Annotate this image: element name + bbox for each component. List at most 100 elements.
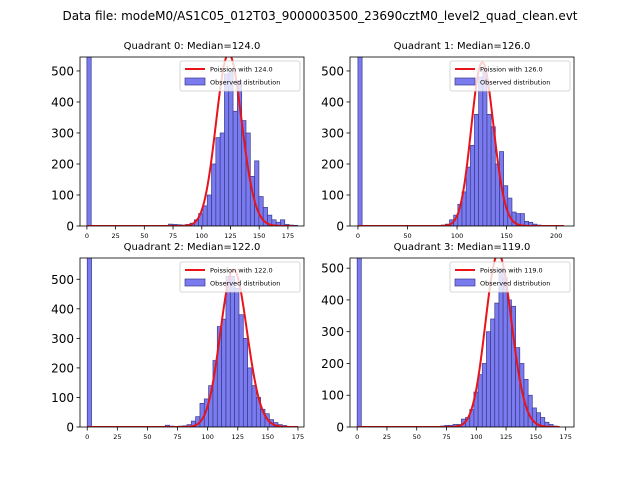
legend-box (449, 261, 571, 293)
y-tick-label: 500 (51, 64, 74, 78)
x-tick-label: 25 (383, 433, 391, 441)
subplot-title: Quadrant 2: Median=122.0 (124, 242, 261, 253)
x-tick-label: 50 (140, 232, 148, 240)
plot-area-quadrant-0 (86, 57, 299, 226)
histogram-bar (242, 338, 248, 427)
x-tick-label: 100 (196, 232, 208, 240)
y-tick-label: 0 (336, 421, 344, 435)
x-tick-label: 175 (292, 433, 304, 441)
legend-poisson-label: Poission with 124.0 (210, 66, 273, 74)
x-tick-label: 0 (355, 433, 359, 441)
histogram-bar (211, 163, 217, 226)
histogram-bar (254, 160, 260, 226)
legend-observed-swatch (184, 278, 206, 287)
histogram-bar (225, 275, 231, 427)
y-tick-label: 300 (321, 325, 344, 339)
y-tick-label: 200 (321, 157, 344, 171)
y-tick-label: 100 (321, 389, 344, 403)
plot-area-quadrant-2 (86, 258, 298, 427)
axes-frame (349, 257, 575, 428)
legend-observed-label: Observed distribution (210, 280, 280, 288)
x-tick-label: 200 (550, 232, 562, 240)
x-tick-label: 75 (442, 433, 450, 441)
histogram-bar (482, 70, 488, 226)
y-tick-label: 500 (51, 273, 74, 287)
legend-observed-swatch (184, 77, 206, 86)
subplot-quadrant-2: 0 25 50 75 100 125 150 175 0 100 200 300 400 500 Quadr… (51, 242, 305, 441)
histogram-bar (477, 374, 483, 427)
x-tick-label: 25 (111, 232, 119, 240)
histogram-bar (247, 367, 253, 427)
legend-observed-label: Observed distribution (480, 79, 550, 87)
x-tick-label: 50 (403, 232, 411, 240)
figure-suptitle: Data file: modeM0/AS1C05_012T03_90000035… (62, 9, 577, 23)
legend-observed-swatch (454, 77, 476, 86)
histogram-bar (206, 194, 212, 226)
histogram-bar (221, 318, 227, 427)
subplot-quadrant-3: 0 25 50 75 100 125 150 175 0 100 200 300 400 500 Quadr… (321, 242, 575, 441)
y-tick-label: 500 (321, 64, 344, 78)
plot-area-quadrant-1 (357, 57, 565, 226)
x-tick-label: 100 (451, 232, 463, 240)
x-tick-label: 125 (232, 433, 244, 441)
legend-observed-label: Observed distribution (210, 79, 280, 87)
y-tick-label: 300 (321, 126, 344, 140)
legend-box (449, 60, 571, 92)
legend-box (179, 60, 301, 92)
y-tick-label: 400 (51, 95, 74, 109)
histogram-bar (280, 219, 286, 226)
legend-poisson-label: Poission with 126.0 (480, 66, 543, 74)
y-tick-label: 400 (321, 95, 344, 109)
histogram-bar (486, 331, 491, 427)
histogram-bar (228, 70, 234, 226)
legend-poisson-label: Poission with 119.0 (480, 267, 543, 275)
x-tick-label: 25 (113, 433, 121, 441)
x-tick-label: 0 (85, 433, 89, 441)
x-tick-label: 0 (85, 232, 89, 240)
histogram-bar (86, 258, 92, 427)
subplot-quadrant-1: 0 50 100 150 200 0 100 200 300 400 500 Quadrant 1: … (321, 41, 575, 240)
histogram-bar (251, 385, 257, 427)
histogram-bar (238, 314, 244, 427)
x-tick-label: 75 (173, 433, 181, 441)
x-tick-label: 75 (169, 232, 177, 240)
y-tick-label: 200 (321, 357, 344, 371)
histogram-bar (224, 73, 230, 226)
y-tick-label: 400 (51, 302, 74, 316)
subplot-quadrant-0: 0 25 50 75 100 125 150 175 0 100 200 300 400 500 Quadr… (51, 41, 305, 240)
histogram-bar (469, 145, 475, 226)
subplot-title: Quadrant 3: Median=119.0 (394, 242, 531, 253)
legend-observed-swatch (454, 278, 476, 287)
poisson-curve (357, 258, 560, 427)
histogram-bar (481, 363, 487, 427)
histogram-bar (494, 302, 500, 427)
y-tick-label: 0 (336, 220, 344, 234)
x-tick-label: 50 (413, 433, 421, 441)
histogram-bar (474, 114, 480, 226)
legend-observed-label: Observed distribution (480, 280, 550, 288)
histogram-bar (232, 110, 238, 226)
x-tick-label: 125 (224, 232, 236, 240)
axes-frame (349, 56, 575, 227)
x-tick-label: 150 (262, 433, 274, 441)
y-tick-label: 100 (321, 188, 344, 202)
histogram-bar (519, 213, 525, 226)
histogram-bar (486, 114, 492, 226)
y-tick-label: 300 (51, 332, 74, 346)
histogram-bar (356, 258, 362, 427)
y-tick-label: 500 (321, 262, 344, 276)
histogram-bar (478, 76, 484, 226)
y-tick-label: 200 (51, 157, 74, 171)
y-tick-label: 400 (321, 293, 344, 307)
y-tick-label: 100 (51, 188, 74, 202)
x-tick-label: 175 (559, 433, 571, 441)
histogram-bar (215, 137, 221, 226)
y-tick-label: 100 (51, 391, 74, 405)
axes-frame (79, 56, 305, 227)
histogram-bar (502, 277, 508, 427)
x-tick-label: 150 (253, 232, 265, 240)
x-tick-label: 100 (470, 433, 482, 441)
y-tick-label: 300 (51, 126, 74, 140)
poisson-curve (87, 268, 298, 427)
x-tick-label: 125 (500, 433, 512, 441)
